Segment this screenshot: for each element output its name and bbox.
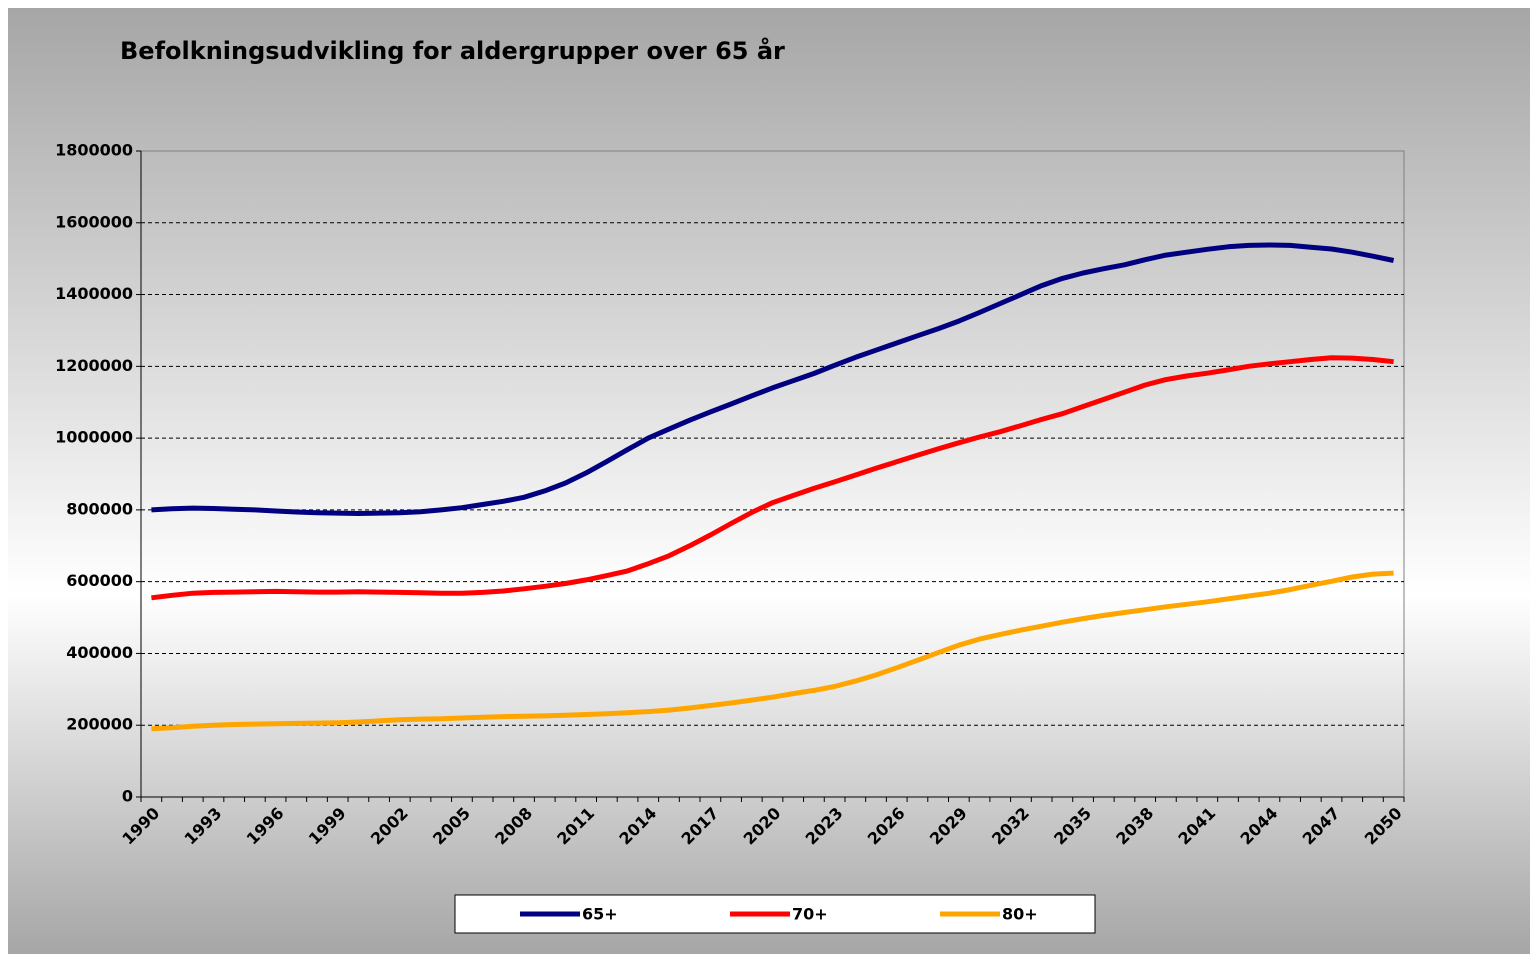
y-tick-label: 200000 bbox=[66, 715, 133, 734]
y-tick-label: 0 bbox=[122, 787, 133, 806]
series-line bbox=[151, 355, 1394, 601]
legend-label: 80+ bbox=[1002, 905, 1038, 924]
chart-title: Befolkningsudvikling for aldergrupper ov… bbox=[120, 36, 785, 65]
y-tick-label: 1200000 bbox=[55, 356, 133, 375]
y-tick-label: 1800000 bbox=[55, 141, 133, 160]
y-tick-label: 1400000 bbox=[55, 284, 133, 303]
series-line bbox=[151, 242, 1395, 516]
y-tick-label: 1600000 bbox=[55, 212, 133, 231]
y-tick-label: 800000 bbox=[66, 499, 133, 518]
y-tick-label: 600000 bbox=[66, 571, 133, 590]
y-tick-label: 1000000 bbox=[55, 428, 133, 447]
series-line bbox=[151, 570, 1394, 732]
legend-label: 65+ bbox=[582, 905, 618, 924]
legend-label: 70+ bbox=[792, 905, 828, 924]
background bbox=[8, 8, 1530, 954]
y-tick-label: 400000 bbox=[66, 643, 133, 662]
